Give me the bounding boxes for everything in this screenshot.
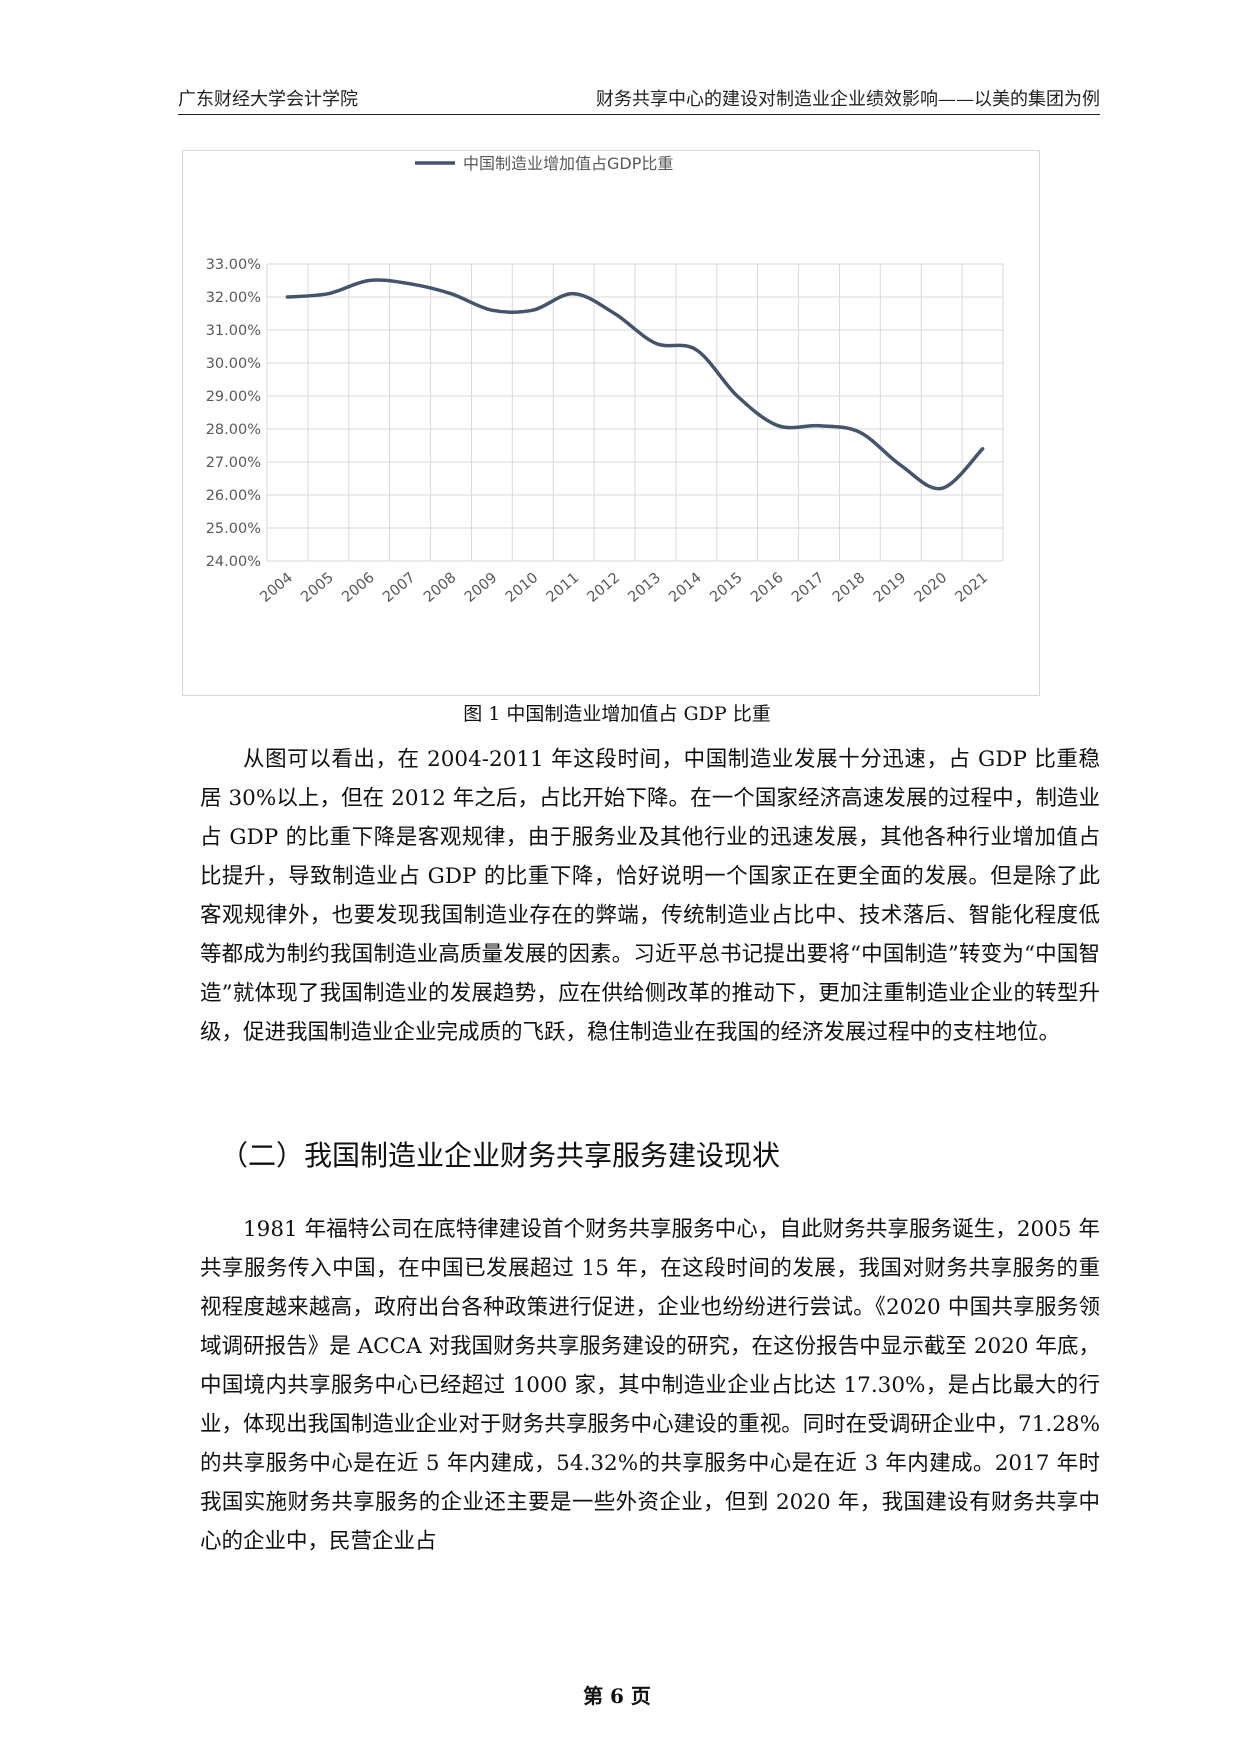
x-tick-label: 2007 [380, 570, 419, 606]
x-tick-label: 2008 [421, 570, 460, 606]
page-header: 广东财经大学会计学院 财务共享中心的建设对制造业企业绩效影响——以美的集团为例 [178, 86, 1100, 115]
data-point [817, 424, 821, 428]
data-point [694, 348, 698, 352]
x-tick-label: 2006 [339, 570, 378, 606]
header-thesis-title: 财务共享中心的建设对制造业企业绩效影响——以美的集团为例 [596, 89, 1100, 110]
data-point [449, 292, 453, 296]
data-point [613, 312, 617, 316]
series-line [285, 278, 985, 491]
x-tick-label: 2016 [748, 570, 787, 606]
page-number: 第 6 页 [583, 1684, 651, 1708]
figure-caption: 图 1 中国制造业增加值占 GDP 比重 [463, 703, 771, 725]
x-tick-label: 2019 [871, 570, 910, 606]
data-point [653, 341, 657, 345]
figure-chart: 24.00% 25.00% 26.00% 27.00% 28.00% 29.00% 30.0… [182, 150, 1040, 696]
y-tick-label: 29.00% [206, 389, 261, 405]
x-tick-label: 2012 [585, 570, 624, 606]
data-point [940, 486, 944, 490]
y-tick-label: 32.00% [206, 290, 261, 306]
data-point [367, 279, 371, 283]
x-tick-label: 2020 [912, 570, 951, 606]
y-tick-label: 26.00% [206, 488, 261, 504]
body-paragraph-1: 从图可以看出，在 2004-2011 年这段时间，中国制造业发展十分迅速，占 G… [200, 747, 1100, 1045]
line-chart: 24.00% 25.00% 26.00% 27.00% 28.00% 29.00% 30.0… [206, 154, 1004, 606]
y-tick-label: 33.00% [206, 257, 261, 273]
x-tick-label: 2017 [789, 570, 828, 606]
y-tick-label: 27.00% [206, 455, 261, 471]
y-tick-label: 25.00% [206, 521, 261, 537]
data-point [408, 282, 412, 286]
data-point [858, 430, 862, 434]
data-point [490, 308, 494, 312]
body-paragraph-2: 1981 年福特公司在底特律建设首个财务共享服务中心，自此财务共享服务诞生，20… [200, 1217, 1100, 1554]
x-tick-label: 2009 [462, 570, 501, 606]
x-tick-label: 2021 [953, 570, 992, 606]
data-point [531, 308, 535, 312]
y-tick-label: 24.00% [206, 554, 261, 570]
y-tick-label: 30.00% [206, 356, 261, 372]
data-point [776, 424, 780, 428]
x-tick-label: 2013 [625, 570, 664, 606]
data-point [735, 394, 739, 398]
x-tick-label: 2004 [257, 570, 296, 606]
y-tick-label: 28.00% [206, 422, 261, 438]
data-point [572, 292, 576, 296]
x-tick-label: 2011 [544, 570, 583, 606]
x-tick-label: 2005 [298, 570, 337, 606]
x-tick-label: 2014 [666, 570, 705, 606]
x-tick-label: 2010 [503, 570, 542, 606]
data-point [285, 295, 289, 299]
legend-label: 中国制造业增加值占GDP比重 [463, 154, 673, 173]
header-school: 广东财经大学会计学院 [178, 89, 358, 110]
x-tick-label: 2015 [707, 570, 746, 606]
section-title: （二）我国制造业企业财务共享服务建设现状 [220, 1139, 781, 1172]
x-tick-label: 2018 [830, 570, 869, 606]
y-tick-label: 31.00% [206, 323, 261, 339]
data-point [981, 447, 985, 451]
data-point [899, 463, 903, 467]
data-point [326, 292, 330, 296]
